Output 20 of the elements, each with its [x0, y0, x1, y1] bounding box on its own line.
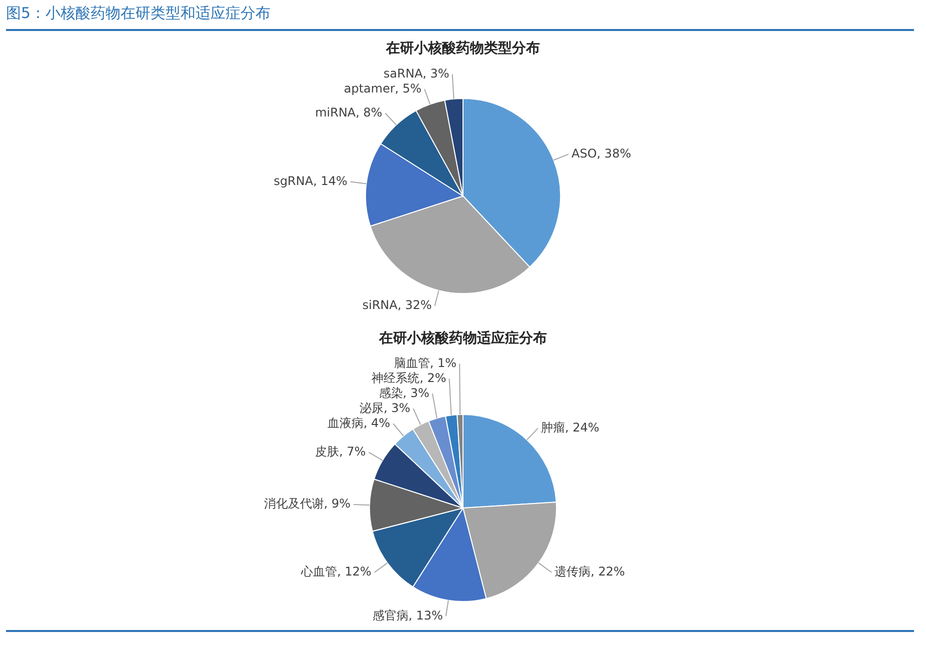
- chart-title: 在研小核酸药物类型分布: [385, 40, 540, 57]
- slice-label: miRNA, 8%: [315, 105, 382, 120]
- slice-label: 心血管, 12%: [300, 564, 372, 578]
- slice-label: 消化及代谢, 9%: [264, 496, 351, 511]
- chart-title: 在研小核酸药物适应症分布: [378, 330, 547, 347]
- slice-label: sgRNA, 14%: [274, 174, 348, 188]
- slice-label: saRNA, 3%: [384, 66, 450, 80]
- slice-label: siRNA, 32%: [362, 298, 432, 312]
- slice-label: ASO, 38%: [572, 146, 632, 160]
- slice-label: 神经系统, 2%: [372, 370, 446, 385]
- slice-label: 感染, 3%: [378, 386, 430, 400]
- slice-label: 脑血管, 1%: [394, 356, 457, 370]
- slice-label: 遗传病, 22%: [554, 564, 625, 578]
- slice-label: 感官病, 13%: [372, 608, 443, 622]
- slice-label: aptamer, 5%: [344, 81, 422, 96]
- slice-label: 肿瘤, 24%: [540, 420, 600, 434]
- caption: 图5：小核酸药物在研类型和适应症分布: [6, 4, 914, 31]
- slice-label: 血液病, 4%: [328, 416, 390, 430]
- slice-label: 皮肤, 7%: [315, 444, 366, 458]
- slice-label: 泌尿, 3%: [360, 400, 410, 415]
